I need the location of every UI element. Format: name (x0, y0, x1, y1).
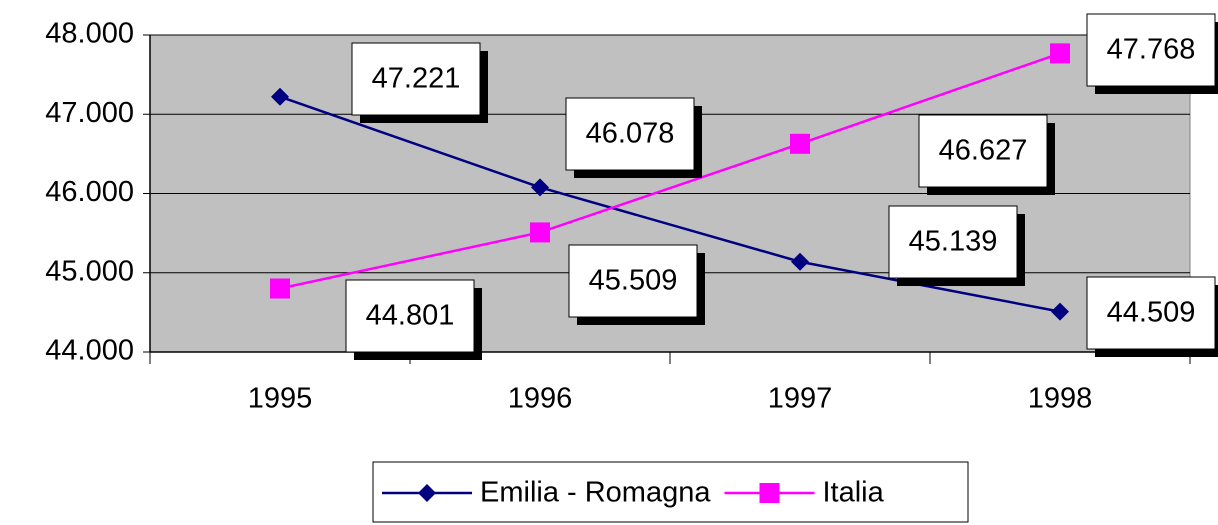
data-label: 44.509 (1107, 297, 1196, 329)
data-point (530, 222, 550, 243)
x-tick-label: 1997 (768, 383, 833, 415)
data-point (1051, 302, 1069, 321)
data-label: 45.139 (909, 226, 998, 258)
data-label-box (1086, 276, 1216, 350)
data-label-box (351, 42, 481, 116)
data-label-box (565, 97, 695, 171)
y-tick-label: 44.000 (45, 335, 134, 367)
y-tick-label: 46.000 (45, 176, 134, 208)
data-label: 47.221 (372, 63, 461, 95)
data-label-box (568, 244, 698, 318)
y-tick-label: 48.000 (45, 18, 134, 50)
data-label-box (888, 205, 1018, 279)
data-label: 45.509 (589, 265, 678, 297)
x-tick-label: 1996 (508, 383, 573, 415)
x-tick-label: 1998 (1028, 383, 1093, 415)
data-label: 44.801 (366, 300, 455, 332)
x-tick-label: 1995 (248, 383, 313, 415)
data-label-box (1086, 13, 1216, 87)
series-line (279, 52, 1061, 290)
legend-box (372, 461, 969, 523)
data-point (791, 252, 809, 271)
data-label-box (345, 279, 475, 353)
data-label: 46.078 (586, 118, 675, 150)
legend: Emilia - Romagna Italia (372, 461, 969, 523)
data-label-box (918, 114, 1048, 188)
y-tick-label: 45.000 (45, 255, 134, 287)
data-point (271, 87, 289, 106)
data-point (790, 133, 810, 154)
y-tick-label: 47.000 (45, 97, 134, 129)
data-label: 47.768 (1107, 34, 1196, 66)
data-point (531, 178, 549, 197)
series-line (279, 95, 1061, 313)
legend-marker (759, 483, 780, 503)
legend-label: Italia (822, 477, 884, 509)
data-label: 46.627 (939, 135, 1028, 167)
data-point (1050, 43, 1070, 64)
data-point (270, 278, 290, 299)
legend-label: Emilia - Romagna (480, 477, 711, 509)
legend-marker (418, 484, 436, 502)
